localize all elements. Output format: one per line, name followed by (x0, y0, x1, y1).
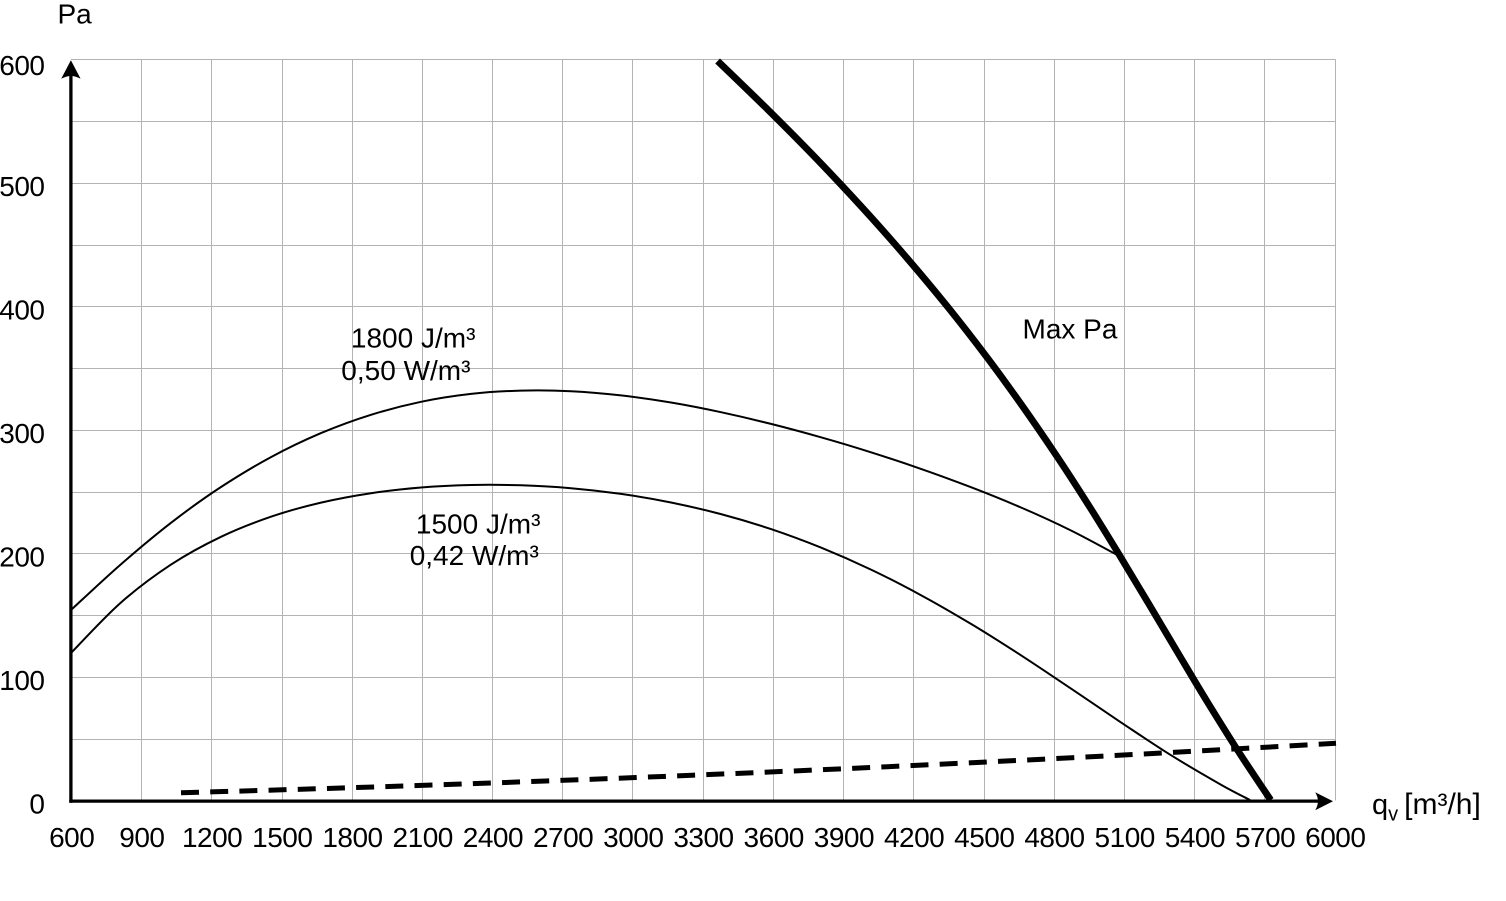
svg-text:2700: 2700 (533, 822, 593, 853)
svg-text:0,42 W/m³: 0,42 W/m³ (410, 540, 539, 571)
svg-text:200: 200 (0, 541, 45, 572)
svg-text:1500 J/m³: 1500 J/m³ (416, 509, 541, 540)
svg-text:1800: 1800 (322, 822, 382, 853)
svg-text:3900: 3900 (814, 822, 874, 853)
svg-text:Pa: Pa (58, 0, 93, 30)
svg-text:2400: 2400 (463, 822, 523, 853)
svg-text:1500: 1500 (252, 822, 312, 853)
svg-text:1200: 1200 (182, 822, 242, 853)
svg-text:4200: 4200 (884, 822, 944, 853)
svg-text:900: 900 (119, 822, 164, 853)
svg-text:300: 300 (0, 418, 45, 449)
svg-text:100: 100 (0, 665, 45, 696)
svg-text:4500: 4500 (954, 822, 1014, 853)
svg-text:0,50 W/m³: 0,50 W/m³ (341, 355, 470, 386)
svg-text:600: 600 (0, 50, 45, 81)
svg-text:Max Pa: Max Pa (1023, 314, 1118, 345)
svg-text:600: 600 (49, 822, 94, 853)
svg-text:4800: 4800 (1024, 822, 1084, 853)
svg-text:5700: 5700 (1235, 822, 1295, 853)
svg-text:2100: 2100 (393, 822, 453, 853)
svg-text:3600: 3600 (744, 822, 804, 853)
svg-text:500: 500 (0, 171, 45, 202)
svg-text:1800 J/m³: 1800 J/m³ (351, 323, 476, 354)
svg-text:5400: 5400 (1165, 822, 1225, 853)
svg-text:400: 400 (0, 294, 45, 325)
svg-text:3000: 3000 (603, 822, 663, 853)
svg-text:3300: 3300 (673, 822, 733, 853)
svg-text:5100: 5100 (1095, 822, 1155, 853)
svg-text:6000: 6000 (1305, 822, 1365, 853)
svg-text:0: 0 (29, 788, 44, 819)
